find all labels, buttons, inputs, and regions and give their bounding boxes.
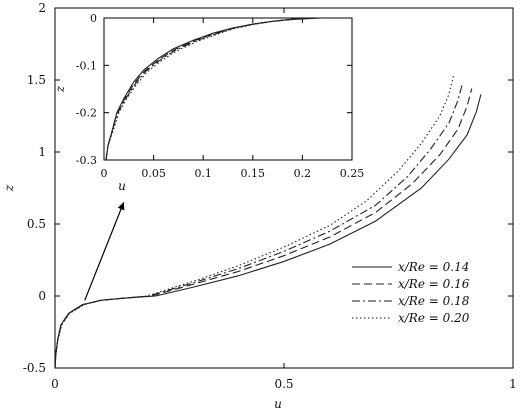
main-y-tick-label: -0.5 [23,361,46,375]
inset-x-tick-label: 0.2 [294,167,312,180]
inset-frame [103,17,353,161]
inset-y-tick-label: 0 [90,12,97,25]
inset-y-tick-label: -0.3 [76,154,97,167]
inset-x-tick-label: 0.05 [141,167,166,180]
main-y-tick-label: 2 [38,1,46,15]
main-x-tick-label: 0 [51,377,59,391]
main-x-axis-label: u [274,397,282,411]
main-x-tick-label: 0.5 [274,377,293,391]
inset-y-tick-label: -0.2 [76,107,97,120]
inset-series-line-2 [105,18,313,160]
inset-x-tick-label: 0 [101,167,108,180]
legend: x/Re = 0.14 x/Re = 0.16 x/Re = 0.18 x/Re = … [352,260,470,325]
annotation-layer [84,202,125,301]
main-series-line-2 [55,82,464,368]
legend-label-1: x/Re = 0.16 [398,277,470,291]
legend-label-2: x/Re = 0.18 [398,294,470,308]
inset-plot: 0 0.05 0.1 0.15 0.2 0.25 0 -0.1 -0.2 -0.3 u z [53,12,364,193]
inset-y-tick-label: -0.1 [76,59,97,72]
main-y-axis-label: z [2,184,16,192]
inset-y-axis-label: z [53,85,67,93]
inset-x-axis-label: u [118,179,126,193]
main-y-tick-label: 0 [38,289,46,303]
main-y-tick-label: 0.5 [27,217,46,231]
main-x-tick-label: 1 [509,377,517,391]
zoom-arrow [84,202,125,301]
legend-label-3: x/Re = 0.20 [398,311,470,325]
main-y-tick-label: 1.5 [27,73,46,87]
inset-x-tick-label: 0.25 [340,167,365,180]
legend-label-0: x/Re = 0.14 [398,260,469,274]
main-y-tick-label: 1 [38,145,46,159]
inset-x-tick-label: 0.1 [194,167,212,180]
inset-x-tick-label: 0.15 [241,167,266,180]
